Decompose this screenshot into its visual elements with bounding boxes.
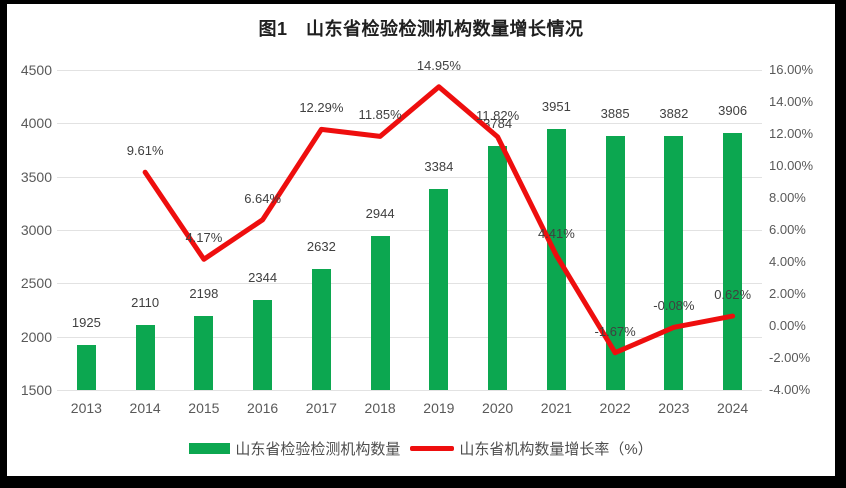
- right-axis-tick: 4.00%: [769, 254, 806, 269]
- gridline: [57, 283, 762, 285]
- line-point-label: 11.85%: [358, 107, 402, 123]
- bar-2022: [605, 135, 625, 390]
- line-point-label: -1.67%: [594, 323, 636, 339]
- bar-value-label: 3951: [541, 98, 571, 114]
- right-axis-tick: 12.00%: [769, 126, 814, 141]
- line-point-label: 11.82%: [476, 107, 520, 123]
- left-axis-tick: 4000: [20, 115, 52, 132]
- gridline: [57, 336, 762, 338]
- x-axis-tick-2024: 2024: [717, 400, 749, 416]
- bar-2016: [253, 299, 273, 390]
- line-point-label: 9.61%: [126, 143, 164, 159]
- right-axis-tick: -2.00%: [769, 350, 811, 365]
- x-axis-tick-2018: 2018: [364, 400, 396, 416]
- left-axis-tick: 2000: [20, 328, 52, 345]
- x-axis-tick-2016: 2016: [247, 400, 279, 416]
- bar-value-label: 2110: [131, 294, 160, 310]
- right-axis-tick: -4.00%: [769, 382, 811, 397]
- legend-line-swatch: [410, 446, 455, 451]
- bar-value-label: 3885: [600, 105, 630, 121]
- legend: 山东省检验检测机构数量 山东省机构数量增长率（%）: [7, 438, 835, 459]
- line-point-label: 0.62%: [714, 287, 752, 303]
- line-point-label: 12.29%: [299, 100, 344, 116]
- bar-value-label: 3384: [424, 159, 454, 175]
- left-axis-tick: 1500: [20, 382, 52, 398]
- gridline: [57, 123, 762, 125]
- growth-rate-line: [142, 84, 736, 356]
- right-axis-tick: 6.00%: [769, 222, 806, 237]
- line-point-label: 14.95%: [416, 57, 461, 73]
- bar-2015: [194, 315, 214, 390]
- left-axis-tick: 2500: [20, 275, 52, 292]
- bar-2019: [429, 189, 449, 390]
- gridline: [57, 230, 762, 231]
- right-axis-tick: 10.00%: [769, 158, 814, 173]
- plot-area: 1925 2110 2198 2344 2632 2944 3384 3784 3951 3885…: [57, 58, 762, 391]
- line-point-label: 6.64%: [244, 190, 282, 206]
- bar-2014: [135, 324, 155, 390]
- bar-value-label: 2632: [306, 239, 336, 255]
- x-axis-tick-2019: 2019: [423, 400, 455, 416]
- legend-bar-swatch: [189, 443, 231, 454]
- bar-2013: [76, 344, 96, 390]
- bar-2024: [723, 133, 743, 390]
- x-axis-tick-2022: 2022: [599, 400, 631, 416]
- right-axis-tick: 0.00%: [769, 318, 806, 333]
- bar-value-label: 1925: [71, 314, 101, 330]
- right-axis-tick: 2.00%: [769, 286, 806, 301]
- chart-title: 图1 山东省检验检测机构数量增长情况: [258, 19, 584, 39]
- line-point-label: 4.41%: [537, 226, 575, 242]
- bar-value-label: 3882: [659, 105, 689, 121]
- x-axis-tick-2014: 2014: [129, 400, 161, 416]
- x-axis-tick-2020: 2020: [482, 400, 514, 416]
- gridline: [57, 70, 762, 71]
- x-axis-tick-2013: 2013: [70, 400, 102, 416]
- x-axis-tick-2017: 2017: [305, 400, 337, 416]
- x-axis-tick-2015: 2015: [188, 400, 220, 416]
- bar-value-label: 3906: [718, 103, 748, 119]
- x-axis-tick-2023: 2023: [658, 400, 690, 416]
- line-point-label: -0.08%: [653, 298, 695, 314]
- chart-panel: 图1 山东省检验检测机构数量增长情况 1925 2110 2198 2344 2632 2…: [7, 4, 835, 476]
- legend-bar-label: 山东省检验检测机构数量: [235, 441, 401, 458]
- bar-2018: [370, 235, 390, 390]
- right-axis-tick: 16.00%: [769, 62, 814, 77]
- right-axis-tick: 14.00%: [769, 94, 814, 109]
- legend-line-label: 山东省机构数量增长率（%）: [459, 441, 653, 458]
- right-axis-tick: 8.00%: [769, 190, 806, 205]
- bar-value-label: 2198: [189, 285, 219, 301]
- gridline: [57, 390, 762, 391]
- line-point-label: 4.17%: [185, 230, 223, 246]
- left-axis-tick: 4500: [20, 62, 52, 78]
- left-axis-tick: 3500: [20, 168, 52, 185]
- bar-value-label: 3784: [483, 116, 513, 132]
- gridline: [57, 176, 762, 178]
- bar-2017: [311, 269, 331, 390]
- left-axis-tick: 3000: [20, 222, 52, 238]
- bar-2020: [488, 146, 508, 390]
- x-axis-tick-2021: 2021: [540, 400, 572, 416]
- bar-value-label: 2944: [365, 205, 395, 221]
- bar-value-label: 2344: [248, 269, 278, 285]
